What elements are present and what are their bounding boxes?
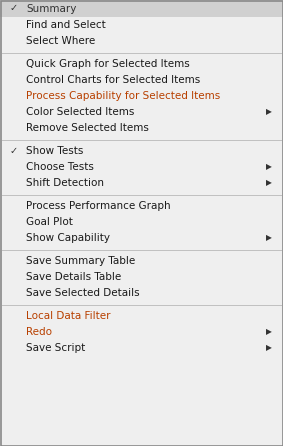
Text: ▶: ▶ [266, 343, 272, 352]
Text: Shift Detection: Shift Detection [26, 178, 104, 188]
Text: Process Performance Graph: Process Performance Graph [26, 201, 171, 211]
Text: ▶: ▶ [266, 234, 272, 243]
Text: Save Selected Details: Save Selected Details [26, 288, 140, 298]
Text: Control Charts for Selected Items: Control Charts for Selected Items [26, 75, 200, 85]
Text: ▶: ▶ [266, 107, 272, 116]
Text: Show Capability: Show Capability [26, 233, 110, 243]
Text: ▶: ▶ [266, 327, 272, 336]
Text: Process Capability for Selected Items: Process Capability for Selected Items [26, 91, 220, 101]
Text: Goal Plot: Goal Plot [26, 217, 73, 227]
Text: Color Selected Items: Color Selected Items [26, 107, 134, 117]
Text: Choose Tests: Choose Tests [26, 162, 94, 172]
Text: ✓: ✓ [10, 146, 18, 156]
Text: ✓: ✓ [10, 4, 18, 13]
Text: Summary: Summary [26, 4, 76, 13]
Text: Save Summary Table: Save Summary Table [26, 256, 135, 266]
Text: Save Script: Save Script [26, 343, 85, 353]
Text: Find and Select: Find and Select [26, 20, 106, 30]
Text: ▶: ▶ [266, 178, 272, 187]
Text: Show Tests: Show Tests [26, 146, 83, 156]
Text: ▶: ▶ [266, 162, 272, 172]
Text: Quick Graph for Selected Items: Quick Graph for Selected Items [26, 59, 190, 69]
Text: Select Where: Select Where [26, 36, 95, 46]
Text: Save Details Table: Save Details Table [26, 272, 121, 282]
Text: Local Data Filter: Local Data Filter [26, 311, 110, 321]
Text: Redo: Redo [26, 327, 52, 337]
Text: Remove Selected Items: Remove Selected Items [26, 123, 149, 133]
Bar [0, 0, 283, 17]
